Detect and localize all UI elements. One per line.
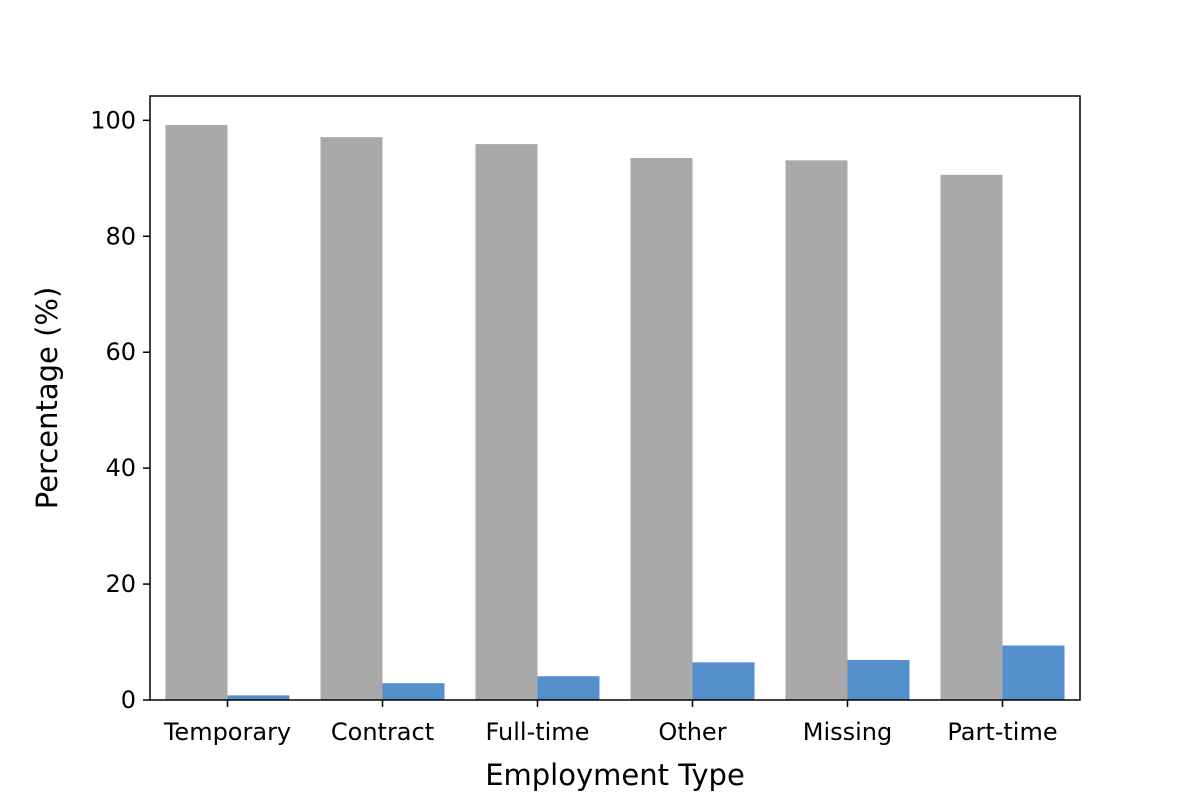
bar-series1-temporary (165, 124, 228, 700)
x-tick-label: Part-time (947, 718, 1057, 746)
bar-series1-part-time (940, 174, 1003, 700)
bar-series1-full-time (475, 144, 538, 700)
bar-series2-temporary (227, 695, 290, 700)
y-tick-label: 0 (121, 686, 136, 714)
bars-layer (165, 124, 1065, 701)
bar-series2-missing (847, 660, 910, 700)
bar-series2-full-time (537, 676, 600, 700)
bar-series2-other (692, 662, 755, 700)
x-tick-label: Contract (331, 718, 434, 746)
axes-layer: Temporary Contract Full-time Other Missing Pa… (90, 95, 1081, 746)
y-tick-label: 80 (105, 222, 136, 250)
bar-series1-contract (320, 137, 383, 701)
x-tick-label: Full-time (486, 718, 590, 746)
plot-frame (149, 95, 1081, 701)
y-axis-title: Percentage (%) (30, 287, 64, 510)
x-axis-title: Employment Type (485, 758, 745, 792)
y-tick-label: 60 (105, 338, 136, 366)
y-tick-label: 20 (105, 570, 136, 598)
x-tick-label: Other (658, 718, 726, 746)
bar-series1-missing (785, 160, 848, 700)
y-tick-label: 100 (90, 106, 136, 134)
x-tick-label: Missing (803, 718, 893, 746)
bar-series1-other (630, 158, 693, 701)
y-tick-label: 40 (105, 454, 136, 482)
x-tick-label: Temporary (163, 718, 291, 746)
bar-series2-part-time (1002, 645, 1065, 700)
bar-series2-contract (382, 683, 445, 700)
